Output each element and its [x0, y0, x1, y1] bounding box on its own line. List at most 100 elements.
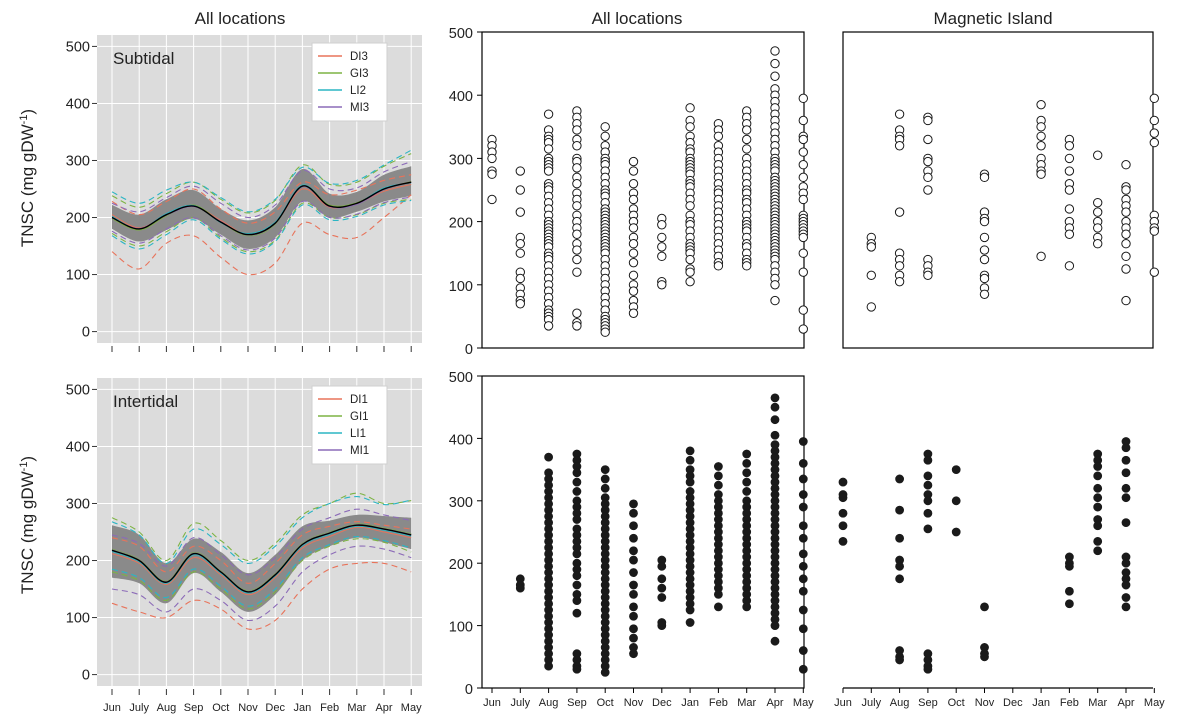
data-point: [685, 455, 695, 465]
data-point: [572, 468, 582, 478]
data-point: [515, 299, 525, 309]
data-point: [628, 166, 639, 176]
data-point: [798, 605, 808, 615]
data-point: [895, 533, 904, 543]
x-tick-label: Oct: [212, 702, 229, 714]
data-point: [838, 521, 848, 531]
data-point: [543, 109, 554, 119]
y-tick-label: 0: [465, 342, 473, 358]
data-point: [798, 305, 808, 315]
data-point: [572, 163, 582, 173]
data-point: [770, 621, 780, 630]
data-point: [1121, 483, 1131, 493]
x-tick-label: Oct: [597, 697, 614, 709]
y-tick-label: 200: [449, 216, 473, 232]
x-tick-label: Mar: [1088, 697, 1107, 709]
series-li1-line: [111, 525, 412, 594]
data-point: [798, 160, 808, 170]
series-gi3-upper-bound: [111, 153, 412, 214]
y-tick-label: 100: [66, 611, 90, 627]
data-point: [798, 533, 808, 543]
data-point: [1121, 493, 1131, 503]
y-tick-label: 300: [449, 495, 473, 511]
data-point: [1064, 261, 1075, 271]
series-mi1-upper-bound: [111, 508, 412, 576]
data-point: [572, 267, 582, 277]
data-point: [572, 549, 582, 559]
y-tick-label: 500: [66, 382, 90, 398]
data-point: [572, 178, 582, 189]
data-point: [572, 515, 582, 524]
x-tick-label: Apr: [766, 697, 783, 709]
data-point: [979, 216, 990, 227]
data-point: [515, 239, 525, 249]
data-point: [628, 248, 639, 258]
data-point: [951, 527, 961, 537]
y-axis-label-bottom: TNSC (mg gDW-1): [18, 456, 37, 594]
data-point: [1093, 462, 1103, 471]
column-title-right: Magnetic Island: [933, 9, 1052, 28]
data-point: [629, 508, 638, 518]
data-point: [798, 93, 808, 104]
data-point: [923, 134, 933, 145]
data-point: [1064, 229, 1075, 239]
x-tick-label: July: [129, 702, 149, 714]
data-point: [629, 533, 638, 543]
data-point: [798, 624, 808, 634]
data-point: [798, 502, 808, 512]
data-point: [798, 561, 808, 571]
data-point: [1121, 580, 1131, 590]
legend-entry: GI1: [350, 411, 369, 423]
data-point: [628, 270, 639, 281]
x-tick-label: Feb: [1060, 697, 1079, 709]
data-point: [685, 446, 695, 456]
data-point: [714, 602, 723, 612]
data-point: [1064, 185, 1075, 195]
subtidal-line-panel: 0 100 200 300 400 500 Subtidal DI3 GI3 LI2 MI3: [66, 35, 422, 352]
data-point: [798, 248, 808, 258]
data-point: [894, 276, 905, 287]
data-point: [628, 223, 639, 233]
data-point: [714, 471, 723, 481]
x-tick-label: Jun: [483, 697, 501, 709]
data-point: [1121, 518, 1131, 528]
data-point: [685, 254, 695, 265]
legend-entry: MI3: [350, 102, 369, 114]
data-point: [1064, 204, 1075, 214]
x-tick-label: Mar: [737, 697, 756, 709]
data-point: [798, 437, 808, 446]
data-point: [629, 590, 638, 599]
data-point: [742, 134, 752, 145]
y-tick-label: 100: [449, 279, 473, 295]
data-point: [657, 561, 667, 571]
data-point: [742, 449, 752, 459]
data-point: [1093, 493, 1103, 503]
y-tick-label: 300: [449, 152, 473, 168]
data-point: [1093, 483, 1103, 493]
data-point: [1121, 251, 1131, 262]
data-point: [838, 536, 848, 546]
series-gi1-line: [111, 523, 412, 592]
data-point: [487, 194, 497, 205]
data-point: [1093, 207, 1103, 217]
data-point: [1093, 239, 1103, 249]
data-point: [1121, 455, 1131, 465]
data-point: [657, 574, 667, 584]
data-point: [657, 232, 667, 243]
data-point: [923, 471, 933, 481]
data-point: [980, 602, 989, 612]
x-tick-label: Mar: [347, 702, 366, 714]
data-point: [1093, 197, 1103, 208]
data-point: [798, 194, 808, 205]
x-tick-label: Jun: [834, 697, 852, 709]
data-point: [1121, 443, 1131, 453]
data-point: [1149, 93, 1160, 104]
data-point: [1121, 295, 1131, 306]
all-locations-intertidal-scatter: 0 100 200 300 400 500 Jun July Aug Sep Oct Nov Dec Ja…: [449, 370, 814, 709]
data-point: [770, 636, 780, 646]
data-point: [629, 611, 638, 621]
data-point: [1093, 536, 1103, 546]
data-point: [894, 141, 905, 151]
data-point: [1093, 471, 1103, 481]
